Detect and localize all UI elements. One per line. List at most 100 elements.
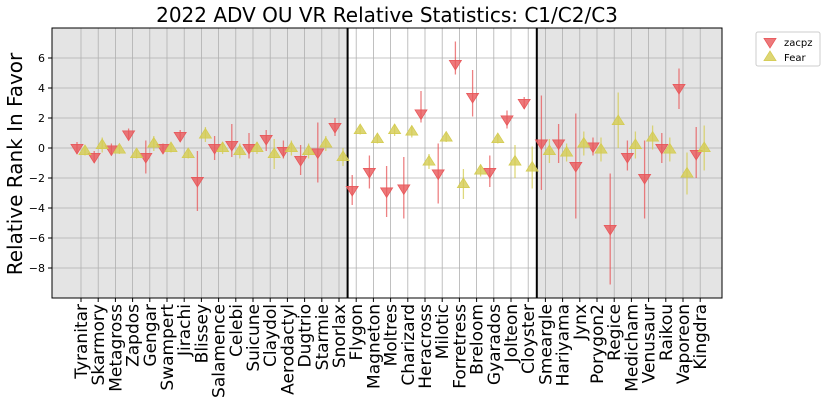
- data-point: [611, 114, 625, 125]
- data-point: [483, 167, 497, 179]
- x-tick-label: Venusaur: [640, 304, 660, 383]
- data-point: [95, 138, 109, 150]
- data-point: [414, 109, 428, 121]
- data-point: [456, 177, 471, 189]
- data-point: [293, 155, 308, 167]
- data-point: [319, 136, 333, 148]
- data-point: [559, 145, 574, 157]
- data-point: [345, 185, 359, 197]
- legend-label-zacpz: zacpz: [784, 38, 812, 49]
- x-tick-label: Regice: [605, 304, 625, 361]
- x-tick-label: Gengar: [141, 304, 161, 367]
- x-tick-label: Tyranitar: [72, 304, 92, 380]
- data-point: [164, 141, 178, 153]
- data-point: [139, 152, 153, 164]
- data-point: [655, 143, 669, 155]
- legend: zacpz Fear: [755, 31, 821, 67]
- x-tick-label: Gyarados: [485, 304, 505, 385]
- y-tick-label: −4: [29, 202, 45, 215]
- data-point: [250, 141, 264, 153]
- x-tick-label: Flygon: [347, 304, 367, 361]
- chart-title: 2022 ADV OU VR Relative Statistics: C1/C…: [156, 3, 618, 27]
- x-tick-label: Hariyama: [554, 304, 574, 386]
- x-tick-label: Magneton: [364, 304, 384, 389]
- x-tick-label: Celebi: [227, 304, 247, 357]
- data-point: [70, 143, 84, 155]
- data-point: [301, 144, 316, 156]
- data-point: [78, 144, 92, 156]
- plot-frame: [51, 27, 723, 299]
- data-point: [362, 167, 377, 179]
- tier-region-c1: [52, 28, 348, 298]
- data-point: [405, 124, 419, 136]
- series-fear: [78, 92, 711, 199]
- x-tick-label: Porygon2: [588, 304, 608, 384]
- x-tick-label: Swampert: [158, 304, 178, 391]
- x-tick-label: Dugtrio: [296, 304, 316, 367]
- legend-label-fear: Fear: [784, 53, 806, 64]
- x-tick-label: Medicham: [622, 304, 642, 392]
- y-tick-label: −8: [29, 262, 45, 275]
- x-tick-label: Jolteon: [502, 304, 522, 363]
- data-point: [267, 147, 281, 159]
- series-zacpz: [70, 41, 703, 285]
- x-tick-label: Smeargle: [536, 304, 556, 385]
- x-tick-label: Skarmory: [89, 304, 109, 385]
- data-point: [586, 142, 600, 154]
- x-tick-label: Blissey: [192, 304, 212, 363]
- data-point: [689, 149, 703, 161]
- data-point: [663, 142, 677, 154]
- x-tick-label: Salamence: [210, 304, 230, 398]
- data-point: [379, 187, 394, 199]
- data-point: [328, 123, 342, 134]
- x-tick-label: Kingdra: [691, 304, 711, 370]
- data-point: [225, 140, 239, 152]
- x-tick-label: Claydol: [261, 304, 281, 367]
- x-tick-label: Jirachi: [175, 304, 195, 357]
- y-tick-label: 4: [38, 82, 45, 95]
- x-tick-label: Vaporeon: [674, 304, 694, 384]
- x-tick-label: Moltres: [382, 304, 402, 367]
- x-tick-label: Charizard: [399, 304, 419, 386]
- data-point: [628, 138, 643, 150]
- data-point: [336, 150, 350, 162]
- data-point: [121, 130, 136, 142]
- x-tick-label: Jynx: [571, 304, 591, 341]
- y-tick-label: −6: [29, 232, 45, 245]
- data-point: [311, 148, 325, 160]
- data-point: [431, 169, 445, 181]
- plot-area: −8 −6 −4 −2 0 2 4 6 TyranitarSkarmoryMetagrossZa…: [29, 27, 723, 398]
- data-point: [370, 132, 385, 144]
- legend-marker-zacpz: [763, 38, 777, 49]
- data-point: [448, 60, 463, 71]
- data-point: [353, 123, 367, 135]
- x-tick-label: Raikou: [657, 304, 677, 361]
- data-point: [697, 141, 711, 153]
- x-tick-label: Milotic: [433, 304, 453, 359]
- data-point: [284, 141, 299, 153]
- data-point: [603, 224, 617, 236]
- y-tick-label: 2: [38, 112, 45, 125]
- x-tick-label: Starmie: [313, 304, 333, 370]
- data-point: [439, 130, 453, 142]
- data-point: [577, 136, 591, 148]
- data-point: [542, 144, 557, 156]
- x-tick-label: Heracross: [416, 304, 436, 389]
- data-point: [465, 93, 480, 104]
- x-tick-label: Snorlax: [330, 304, 350, 368]
- x-tick-label: Zapdos: [124, 304, 144, 367]
- data-point: [569, 161, 583, 173]
- data-point: [173, 131, 187, 143]
- data-point: [181, 147, 195, 159]
- data-point: [397, 184, 411, 196]
- data-point: [215, 141, 230, 153]
- tier-region-c3: [536, 28, 722, 298]
- y-axis-label: Relative Rank In Favor: [3, 52, 27, 275]
- data-point: [517, 99, 531, 110]
- x-tick-label: Metagross: [106, 304, 126, 392]
- data-point: [129, 147, 144, 159]
- data-point: [680, 166, 694, 178]
- x-tick-label: Cloyster: [519, 304, 539, 374]
- data-point: [387, 123, 402, 135]
- data-point: [242, 143, 256, 155]
